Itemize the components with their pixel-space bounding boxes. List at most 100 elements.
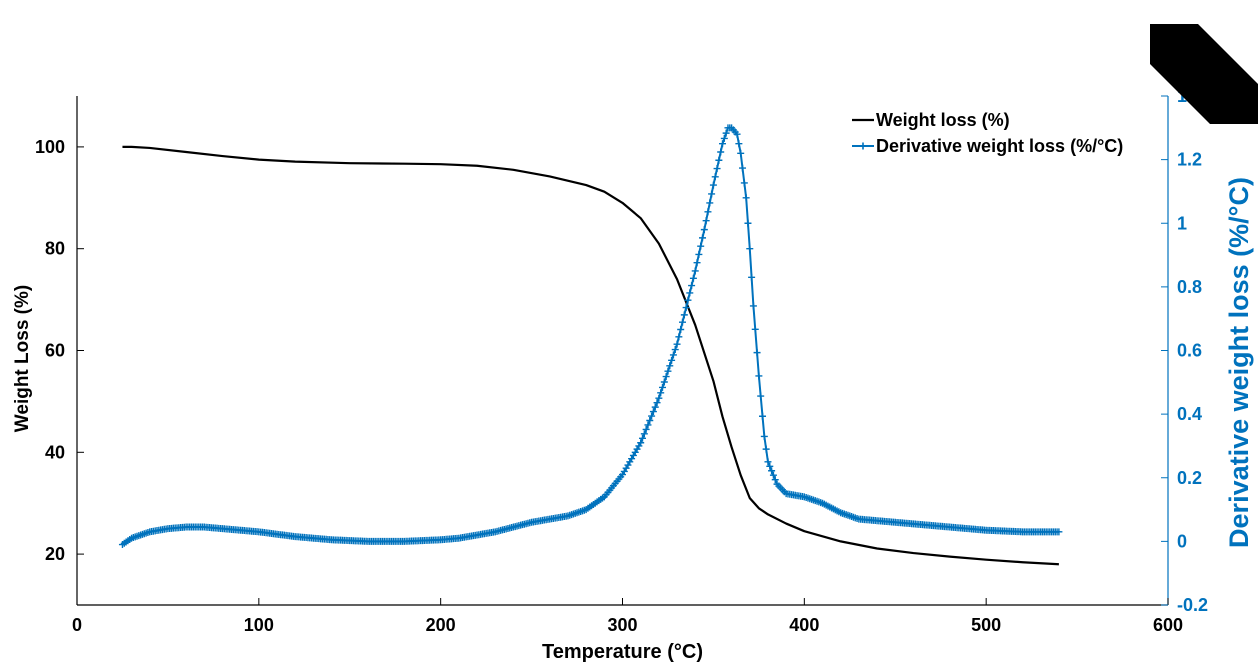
derivative-point-marker — [760, 432, 768, 440]
derivative-point-marker — [751, 325, 759, 333]
derivative-point-marker — [664, 367, 672, 375]
derivative-point-marker — [757, 392, 765, 400]
derivative-point-marker — [704, 208, 712, 216]
derivative-point-marker — [688, 282, 696, 290]
y-left-tick-label: 100 — [35, 137, 65, 157]
derivative-point-marker — [649, 408, 657, 416]
derivative-point-marker — [699, 234, 707, 242]
y-right-tick-label: 1.2 — [1177, 150, 1202, 170]
derivative-point-marker — [708, 190, 716, 198]
derivative-point-marker — [755, 372, 763, 380]
derivative-point-marker — [668, 356, 676, 364]
derivative-point-marker — [764, 458, 772, 466]
derivative-point-marker — [769, 471, 777, 479]
derivative-point-marker — [669, 351, 677, 359]
derivative-point-marker — [762, 445, 770, 453]
derivative-point-marker — [675, 333, 683, 341]
derivative-point-marker — [753, 349, 761, 357]
y-left-tick-label: 20 — [45, 544, 65, 564]
derivative-point-marker — [715, 156, 723, 164]
y-left-tick-label: 80 — [45, 239, 65, 259]
derivative-point-marker — [680, 311, 688, 319]
y-right-tick-label: -0.2 — [1177, 595, 1208, 615]
x-tick-label: 600 — [1153, 615, 1183, 635]
legend: Weight loss (%) Derivative weight loss (%… — [852, 110, 1123, 156]
derivative-point-marker — [651, 403, 659, 411]
derivative-point-marker — [657, 389, 665, 397]
derivative-point-marker — [662, 373, 670, 381]
derivative-point-marker — [659, 383, 667, 391]
derivative-point-marker — [706, 199, 714, 207]
derivative-point-marker — [713, 165, 721, 173]
derivative-point-marker — [691, 267, 699, 275]
derivative-markers — [118, 124, 1063, 549]
derivative-point-marker — [720, 134, 728, 142]
derivative-point-marker — [737, 149, 745, 157]
derivative-point-marker — [693, 259, 701, 267]
derivative-point-marker — [759, 412, 767, 420]
derivative-point-marker — [679, 318, 687, 326]
y-left-tick-label: 40 — [45, 442, 65, 462]
derivative-point-marker — [702, 217, 710, 225]
y-right-tick-label: 0.4 — [1177, 404, 1202, 424]
derivative-point-marker — [735, 140, 743, 148]
derivative-point-marker — [717, 148, 725, 156]
derivative-point-marker — [677, 326, 685, 334]
derivative-weight-loss-line — [121, 126, 1059, 546]
y-right-tick-label: 0.6 — [1177, 341, 1202, 361]
legend-label-derivative: Derivative weight loss (%/°C) — [876, 136, 1123, 156]
x-tick-label: 500 — [971, 615, 1001, 635]
derivative-point-marker — [697, 242, 705, 250]
derivative-point-marker — [749, 302, 757, 310]
derivative-point-marker — [640, 430, 648, 438]
derivative-point-marker — [637, 439, 645, 447]
y-right-tick-label: 1 — [1177, 213, 1187, 233]
axes-group: 0 100 200 300 400 500 600 20 40 60 80 100 -0.2 0 0.2 0.… — [12, 86, 1254, 663]
derivative-point-marker — [748, 273, 756, 281]
weight-loss-line — [122, 145, 1059, 566]
corner-mark-icon — [1150, 0, 1258, 124]
derivative-point-marker — [689, 274, 697, 282]
derivative-point-marker — [653, 399, 661, 407]
y-right-axis-title: Derivative weight loss (%/°C) — [1224, 177, 1254, 548]
derivative-point-marker — [684, 296, 692, 304]
derivative-point-marker — [655, 394, 663, 402]
derivative-point-marker — [771, 476, 779, 484]
y-left-axis-title: Weight Loss (%) — [12, 285, 33, 432]
derivative-point-marker — [733, 130, 741, 138]
x-tick-label: 300 — [607, 615, 637, 635]
x-tick-label: 200 — [426, 615, 456, 635]
derivative-point-marker — [673, 340, 681, 348]
derivative-point-marker — [644, 421, 652, 429]
derivative-point-marker — [722, 129, 730, 137]
derivative-point-marker — [746, 245, 754, 253]
x-axis-title: Temperature (°C) — [542, 641, 703, 663]
derivative-point-marker — [666, 362, 674, 370]
y-right-tick-label: 0.2 — [1177, 468, 1202, 488]
derivative-point-marker — [719, 140, 727, 148]
x-tick-label: 100 — [244, 615, 274, 635]
derivative-point-marker — [711, 173, 719, 181]
x-tick-label: 0 — [72, 615, 82, 635]
derivative-point-marker — [742, 194, 750, 202]
derivative-point-marker — [768, 467, 776, 475]
derivative-point-marker — [671, 346, 679, 354]
derivative-point-marker — [700, 226, 708, 234]
series-group — [118, 124, 1063, 566]
derivative-point-marker — [709, 181, 717, 189]
legend-label-weight: Weight loss (%) — [876, 110, 1010, 130]
x-tick-label: 400 — [789, 615, 819, 635]
derivative-point-marker — [739, 164, 747, 172]
derivative-point-marker — [660, 378, 668, 386]
derivative-point-marker — [766, 462, 774, 470]
derivative-point-marker — [695, 250, 703, 258]
derivative-point-marker — [648, 412, 656, 420]
derivative-point-marker — [740, 179, 748, 187]
derivative-point-marker — [646, 416, 654, 424]
y-left-tick-label: 60 — [45, 341, 65, 361]
derivative-point-marker — [639, 434, 647, 442]
derivative-point-marker — [686, 289, 694, 297]
derivative-point-marker — [1055, 528, 1063, 536]
y-right-tick-label: 0 — [1177, 531, 1187, 551]
